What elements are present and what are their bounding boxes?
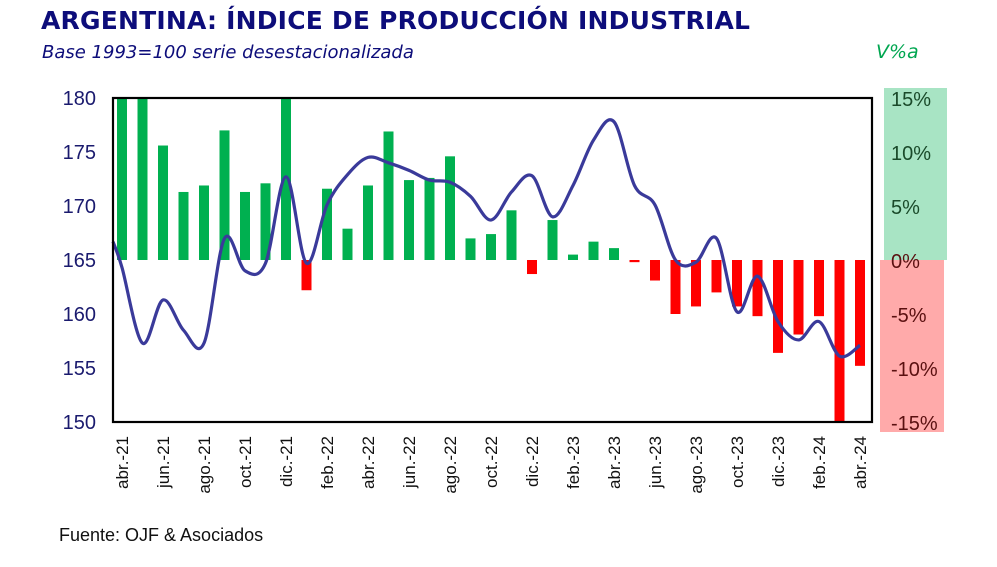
- x-tick-abr.-24: abr.-24: [851, 436, 870, 489]
- chart-subtitle: Base 1993=100 serie desestacionalizada: [42, 42, 414, 63]
- index-line: [111, 118, 861, 359]
- x-tick-dic.-23: dic.-23: [769, 436, 788, 487]
- bar-sep.-22: [465, 238, 476, 260]
- left-axis-ticks: 180 175 170 165 160 155 150: [63, 88, 96, 434]
- bar-feb.-23: [568, 254, 578, 260]
- right-tick--15: -15%: [891, 413, 938, 435]
- left-tick-165: 165: [63, 250, 96, 272]
- bar-oct.-21: [240, 191, 250, 260]
- left-tick-170: 170: [63, 196, 96, 218]
- source-note: Fuente: OJF & Asociados: [59, 525, 264, 545]
- x-tick-oct.-23: oct.-23: [728, 436, 747, 488]
- left-tick-180: 180: [63, 88, 96, 110]
- x-tick-ago.-23: ago.-23: [687, 436, 706, 494]
- bar-abr.-21: [117, 98, 127, 260]
- bar-ene.-22: [301, 260, 312, 291]
- bar-ene.-24: [793, 260, 804, 335]
- bar-may.-22: [383, 131, 394, 260]
- bar-ago.-22: [445, 156, 455, 260]
- bar-jul.-22: [424, 177, 435, 260]
- bar-dic.-22: [527, 260, 537, 275]
- bar-feb.-22: [322, 188, 332, 260]
- bar-abr.-23: [609, 248, 619, 260]
- x-tick-jun.-21: jun.-21: [154, 436, 173, 489]
- bar-mar.-24: [834, 260, 845, 422]
- bar-nov.-21: [260, 183, 271, 260]
- bar-mar.-22: [342, 228, 353, 260]
- x-tick-jun.-22: jun.-22: [400, 436, 419, 489]
- bar-abr.-22: [363, 185, 373, 260]
- x-tick-dic.-22: dic.-22: [523, 436, 542, 487]
- bar-sep.-21: [219, 130, 230, 260]
- x-tick-oct.-22: oct.-22: [482, 436, 501, 488]
- right-tick--5: -5%: [891, 305, 927, 327]
- bar-nov.-23: [752, 260, 763, 317]
- bar-jun.-22: [404, 180, 414, 260]
- right-tick-5: 5%: [891, 197, 920, 219]
- bar-ago.-21: [199, 185, 209, 260]
- positive-band: [884, 88, 947, 260]
- right-tick-15: 15%: [891, 89, 931, 111]
- left-tick-175: 175: [63, 142, 96, 164]
- x-tick-feb.-24: feb.-24: [810, 436, 829, 489]
- bar-oct.-23: [732, 260, 742, 307]
- right-axis-ticks: 15% 10% 5% 0% -5% -10% -15%: [891, 89, 938, 435]
- bar-sep.-23: [711, 260, 722, 293]
- right-axis-title: V%a: [876, 41, 919, 63]
- bar-jul.-23: [670, 260, 681, 314]
- bar-series: [117, 98, 865, 422]
- x-tick-abr.-22: abr.-22: [359, 436, 378, 489]
- bar-may.-21: [137, 98, 148, 260]
- bar-jun.-21: [158, 145, 168, 260]
- line-series: [111, 118, 861, 359]
- x-tick-jun.-23: jun.-23: [646, 436, 665, 489]
- right-tick--10: -10%: [891, 359, 938, 381]
- bar-abr.-24: [855, 260, 865, 366]
- bar-ene.-23: [547, 220, 558, 260]
- plot-frame: [111, 96, 874, 424]
- bar-nov.-22: [506, 210, 517, 260]
- right-tick-10: 10%: [891, 143, 931, 165]
- x-tick-feb.-23: feb.-23: [564, 436, 583, 489]
- x-tick-feb.-22: feb.-22: [318, 436, 337, 489]
- bar-may.-23: [629, 260, 640, 263]
- x-tick-ago.-21: ago.-21: [195, 436, 214, 494]
- bar-oct.-22: [486, 234, 496, 260]
- bar-feb.-24: [814, 260, 824, 317]
- chart-title: ARGENTINA: ÍNDICE DE PRODUCCIÓN INDUSTRI…: [41, 6, 751, 35]
- x-tick-abr.-21: abr.-21: [113, 436, 132, 489]
- left-tick-155: 155: [63, 358, 96, 380]
- x-axis-ticks: abr.-21 jun.-21 ago.-21 oct.-21 dic.-21 feb.-…: [113, 436, 870, 494]
- x-tick-ago.-22: ago.-22: [441, 436, 460, 494]
- right-axis-bands: [880, 88, 947, 432]
- left-tick-150: 150: [63, 412, 96, 434]
- x-tick-abr.-23: abr.-23: [605, 436, 624, 489]
- bar-ago.-23: [691, 260, 701, 307]
- x-tick-dic.-21: dic.-21: [277, 436, 296, 487]
- x-tick-oct.-21: oct.-21: [236, 436, 255, 488]
- negative-band: [880, 260, 944, 432]
- bar-mar.-23: [588, 241, 599, 260]
- bar-dic.-21: [281, 98, 291, 260]
- bar-dic.-23: [773, 260, 783, 353]
- left-tick-160: 160: [63, 304, 96, 326]
- bar-jun.-23: [650, 260, 660, 281]
- right-tick-0: 0%: [891, 251, 920, 273]
- bar-jul.-21: [178, 191, 189, 260]
